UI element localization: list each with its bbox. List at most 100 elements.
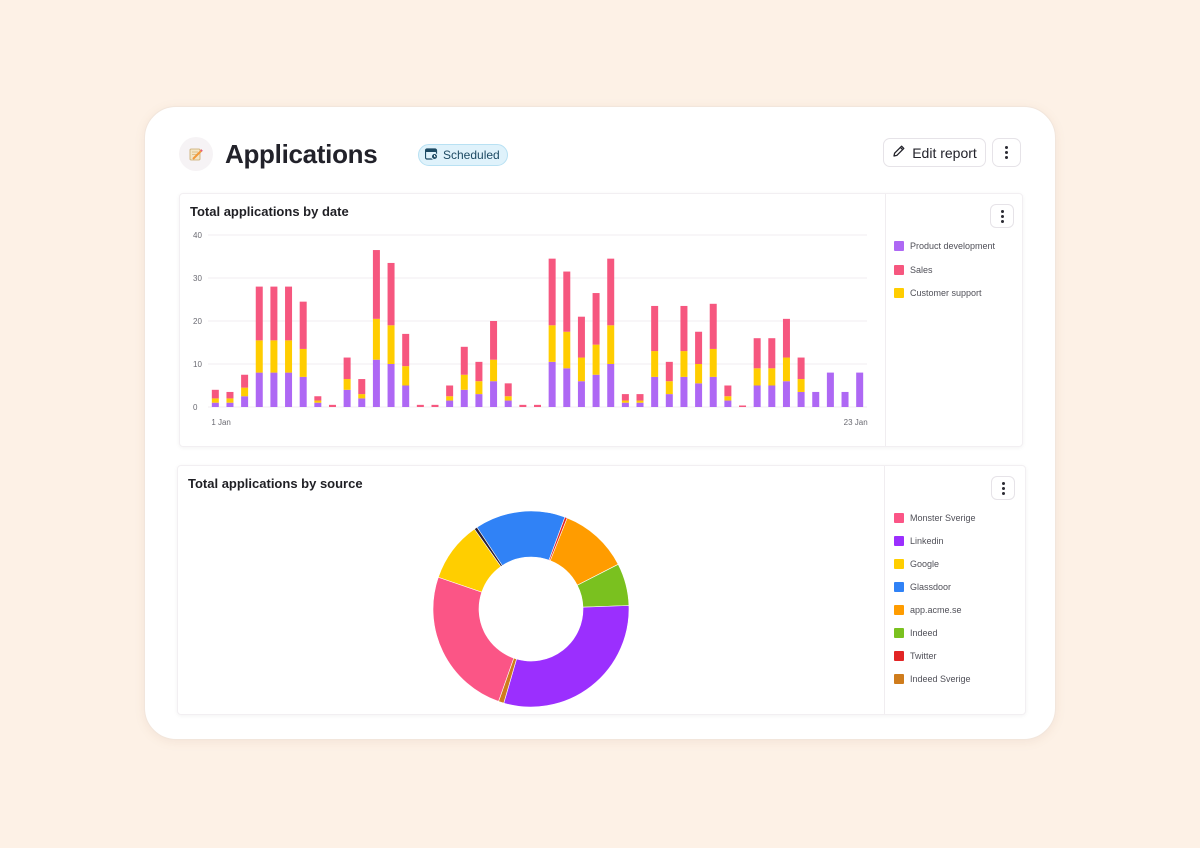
bar-segment[interactable] — [709, 303, 717, 349]
bar-segment[interactable] — [504, 396, 512, 401]
legend-item[interactable]: Google — [894, 558, 976, 570]
legend-item[interactable]: Monster Sverige — [894, 512, 976, 524]
bar-segment[interactable] — [226, 402, 234, 407]
bar-segment[interactable] — [241, 387, 249, 397]
bar-segment[interactable] — [387, 262, 395, 326]
bar-segment[interactable] — [387, 325, 395, 364]
bar-segment[interactable] — [416, 404, 424, 407]
bar-segment[interactable] — [826, 372, 834, 407]
bar-segment[interactable] — [651, 376, 659, 407]
bar-segment[interactable] — [270, 372, 278, 407]
bar-segment[interactable] — [255, 340, 263, 373]
bar-segment[interactable] — [563, 331, 571, 369]
donut-slice[interactable] — [503, 605, 630, 708]
bar-segment[interactable] — [607, 364, 615, 407]
bar-segment[interactable] — [768, 385, 776, 408]
bar-segment[interactable] — [475, 394, 483, 407]
bar-segment[interactable] — [358, 398, 366, 407]
bar-segment[interactable] — [695, 331, 703, 364]
bar-segment[interactable] — [534, 404, 541, 407]
bar-segment[interactable] — [285, 372, 293, 407]
bar-segment[interactable] — [211, 402, 219, 407]
bar-segment[interactable] — [226, 391, 234, 399]
legend-item[interactable]: Linkedin — [894, 535, 976, 547]
bar-segment[interactable] — [460, 389, 468, 407]
bar-segment[interactable] — [285, 286, 293, 341]
bar-segment[interactable] — [460, 346, 468, 375]
bar-segment[interactable] — [621, 402, 629, 407]
bar-segment[interactable] — [211, 398, 219, 403]
bar-segment[interactable] — [241, 374, 249, 388]
bar-segment[interactable] — [446, 385, 454, 397]
bar-segment[interactable] — [812, 391, 820, 407]
bar-segment[interactable] — [753, 368, 761, 386]
donut-slice[interactable] — [432, 576, 515, 702]
bar-segment[interactable] — [343, 389, 351, 407]
bar-segment[interactable] — [577, 316, 585, 358]
bar-segment[interactable] — [402, 366, 410, 386]
bar-segment[interactable] — [709, 376, 717, 407]
bar-segment[interactable] — [797, 391, 805, 407]
bar-segment[interactable] — [592, 344, 600, 375]
bar-segment[interactable] — [680, 305, 688, 352]
bar-segment[interactable] — [782, 318, 790, 358]
bar-segment[interactable] — [592, 374, 600, 407]
bar-segment[interactable] — [753, 338, 761, 369]
bar-segment[interactable] — [299, 376, 307, 407]
bar-segment[interactable] — [504, 400, 512, 407]
bar-segment[interactable] — [387, 364, 395, 407]
legend-item[interactable]: Indeed — [894, 627, 976, 639]
bar-segment[interactable] — [665, 381, 673, 395]
bar-segment[interactable] — [270, 286, 278, 341]
bar-segment[interactable] — [577, 381, 585, 407]
bar-segment[interactable] — [577, 357, 585, 382]
bar-segment[interactable] — [519, 404, 527, 407]
bar-segment[interactable] — [665, 394, 673, 407]
bar-segment[interactable] — [753, 385, 761, 408]
bar-segment[interactable] — [636, 394, 644, 401]
bar-segment[interactable] — [270, 340, 278, 373]
bar-segment[interactable] — [768, 338, 776, 369]
bar-segment[interactable] — [328, 404, 336, 407]
bar-segment[interactable] — [475, 361, 483, 382]
bar-segment[interactable] — [563, 271, 571, 332]
legend-item[interactable]: Indeed Sverige — [894, 673, 976, 685]
bar-segment[interactable] — [299, 301, 307, 349]
bar-segment[interactable] — [402, 385, 410, 408]
bar-segment[interactable] — [621, 400, 629, 403]
bar-segment[interactable] — [314, 402, 322, 407]
bar-segment[interactable] — [490, 381, 498, 407]
bar-segment[interactable] — [709, 348, 717, 377]
bar-segment[interactable] — [358, 379, 366, 395]
bar-segment[interactable] — [782, 381, 790, 407]
bar-segment[interactable] — [211, 389, 219, 399]
bar-segment[interactable] — [680, 351, 688, 377]
legend-item[interactable]: app.acme.se — [894, 604, 976, 616]
edit-report-button[interactable]: Edit report — [883, 138, 986, 167]
bar-segment[interactable] — [314, 396, 322, 401]
bar-segment[interactable] — [782, 357, 790, 382]
bar-segment[interactable] — [343, 379, 351, 390]
bar-segment[interactable] — [607, 325, 615, 364]
bar-segment[interactable] — [651, 351, 659, 377]
bar-segment[interactable] — [299, 348, 307, 377]
legend-item[interactable]: Twitter — [894, 650, 976, 662]
bar-segment[interactable] — [841, 391, 849, 407]
bar-segment[interactable] — [490, 359, 498, 382]
bar-segment[interactable] — [372, 250, 380, 319]
bar-segment[interactable] — [856, 372, 864, 407]
bar-segment[interactable] — [724, 400, 732, 407]
bar-segment[interactable] — [372, 359, 380, 407]
bar-segment[interactable] — [636, 400, 644, 403]
bar-segment[interactable] — [343, 357, 351, 380]
bar-segment[interactable] — [724, 385, 732, 397]
source-chart-more-button[interactable] — [991, 476, 1015, 500]
legend-item[interactable]: Sales — [894, 264, 995, 276]
bar-segment[interactable] — [372, 318, 380, 360]
bar-segment[interactable] — [680, 376, 688, 407]
bar-segment[interactable] — [607, 258, 615, 326]
bar-segment[interactable] — [504, 383, 512, 397]
bar-segment[interactable] — [490, 321, 498, 360]
bar-segment[interactable] — [446, 400, 454, 407]
bar-segment[interactable] — [636, 402, 644, 407]
